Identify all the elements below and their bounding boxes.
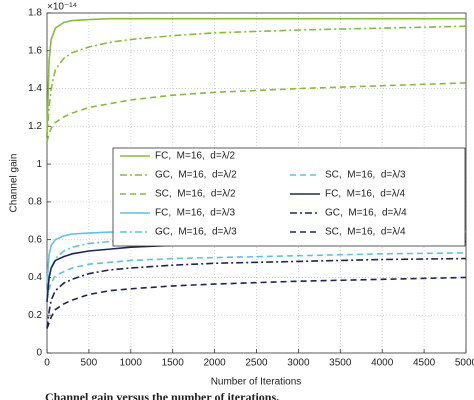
y-exponent: ×10⁻¹⁴: [47, 2, 77, 13]
x-tick-label: 4000: [371, 358, 394, 369]
legend-label: SC, M=16, d=λ/3: [325, 170, 406, 181]
legend-label: FC, M=16, d=λ/3: [155, 208, 235, 219]
legend-label: GC, M=16, d=λ/4: [325, 208, 407, 219]
legend-label: FC, M=16, d=λ/4: [325, 189, 405, 200]
legend-label: SC, M=16, d=λ/4: [325, 227, 406, 238]
x-tick-label: 2000: [203, 358, 226, 369]
legend-box: [112, 147, 466, 247]
y-tick-label: 0.6: [28, 234, 42, 245]
y-tick-label: 0.4: [28, 272, 42, 283]
series-line: [46, 252, 467, 301]
y-axis-label: Channel gain: [9, 154, 20, 213]
x-tick-label: 1500: [162, 358, 185, 369]
x-tick-label: 500: [81, 358, 98, 369]
x-tick-label: 3500: [329, 358, 352, 369]
y-tick-label: 1.6: [28, 45, 42, 56]
x-tick-label: 0: [44, 358, 50, 369]
series-line: [46, 257, 467, 329]
x-tick-label: 4500: [413, 358, 436, 369]
y-tick-label: 0.8: [28, 197, 42, 208]
x-tick-label: 3000: [287, 358, 310, 369]
y-tick-label: 1.8: [28, 8, 42, 19]
y-tick-label: 1: [36, 159, 42, 170]
series-line: [46, 276, 467, 329]
x-tick-label: 2500: [245, 358, 268, 369]
y-tick-label: 1.2: [28, 121, 42, 132]
plot-frame: [46, 12, 467, 354]
series-line: [46, 82, 467, 142]
y-tick-label: 1.4: [28, 83, 42, 94]
series-line: [46, 17, 466, 136]
caption: Channel gain versus the number of iterat…: [45, 390, 279, 400]
y-tick-label: 0.2: [28, 310, 42, 321]
series-line: [46, 25, 467, 136]
y-tick-label: 0: [36, 348, 42, 359]
x-tick-label: 1000: [120, 358, 143, 369]
legend-label: SC, M=16, d=λ/2: [155, 189, 236, 200]
legend-label: GC, M=16, d=λ/2: [155, 170, 237, 181]
x-tick-label: 5000: [455, 358, 474, 369]
x-axis-label: Number of Iterations: [211, 377, 302, 388]
legend-label: FC, M=16, d=λ/2: [155, 151, 235, 162]
legend-label: GC, M=16, d=λ/3: [155, 227, 237, 238]
